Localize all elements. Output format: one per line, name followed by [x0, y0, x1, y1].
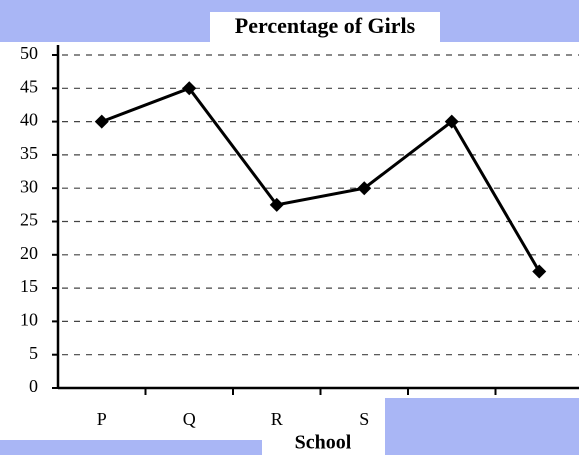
data-line: [101, 86, 541, 273]
plot-background: [0, 42, 579, 398]
y-tick-label: 30: [20, 176, 38, 196]
data-marker: [444, 114, 459, 129]
chart-title: Percentage of Girls: [235, 13, 416, 38]
x-tick-label: S: [359, 409, 369, 429]
y-tick-label: 35: [20, 143, 38, 163]
y-tick-label: 0: [29, 376, 38, 396]
y-tick-label: 15: [20, 276, 38, 296]
y-tick-label: 25: [20, 210, 38, 230]
y-tick-label: 40: [20, 110, 38, 130]
y-tick-label: 50: [20, 43, 38, 63]
axis-title-background: [262, 398, 385, 455]
data-marker: [357, 181, 372, 196]
x-tick-label: R: [271, 409, 283, 429]
label-background: [0, 398, 262, 440]
x-tick-label: P: [97, 409, 107, 429]
data-marker: [269, 197, 284, 212]
title-background: [210, 12, 440, 42]
x-axis-title: School: [295, 432, 352, 454]
y-tick-label: 45: [20, 76, 38, 96]
x-tick-label: Q: [183, 409, 196, 429]
data-marker: [182, 81, 197, 96]
y-tick-label: 5: [29, 343, 38, 363]
data-marker: [532, 264, 547, 279]
y-tick-label: 20: [20, 243, 38, 263]
y-tick-label: 10: [20, 310, 38, 330]
data-marker: [94, 114, 109, 129]
